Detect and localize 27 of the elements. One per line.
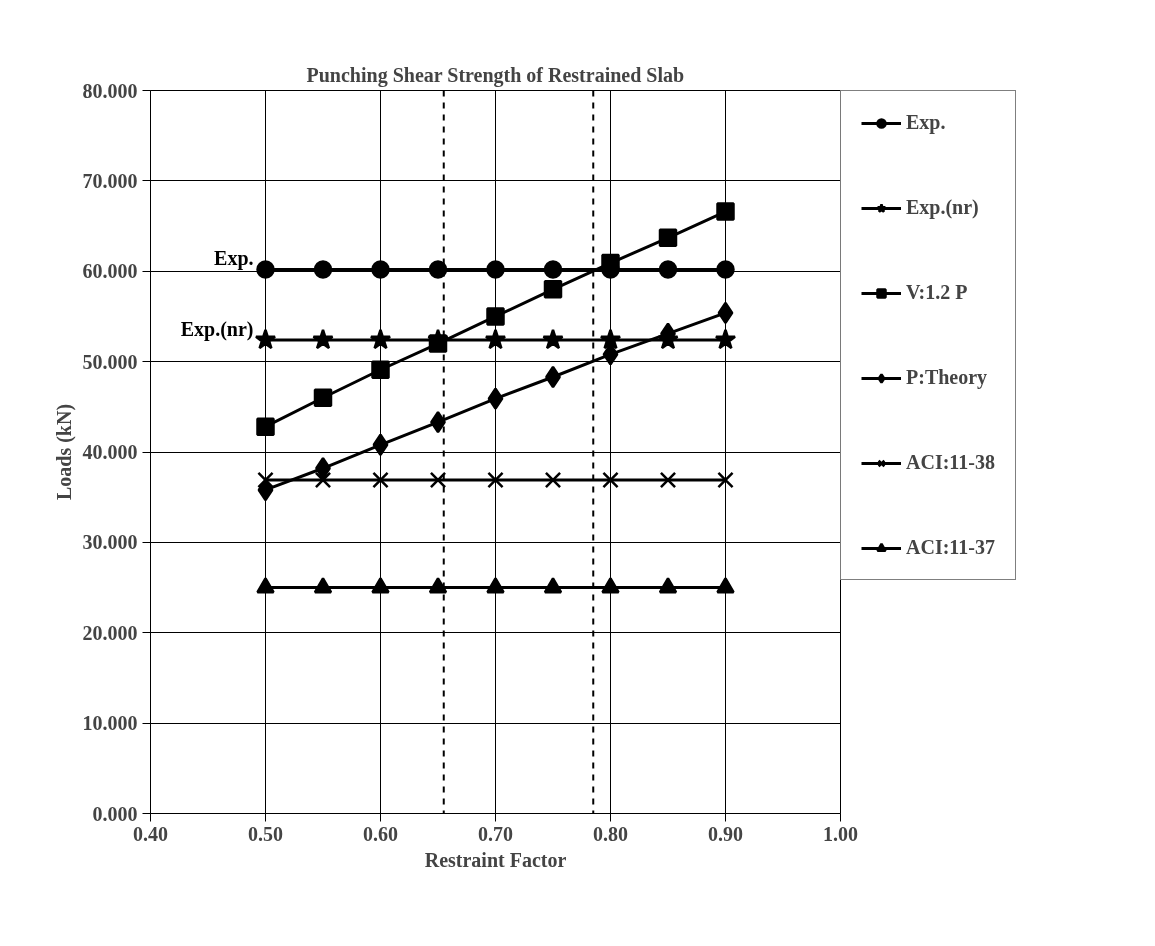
- y-tick-label: 30.000: [82, 531, 138, 554]
- x-tick-label: 0.90: [708, 822, 743, 845]
- x-tick-label: 1.00: [823, 822, 858, 845]
- x-tick-label: 0.60: [363, 822, 398, 845]
- x-axis-title: Restraint Factor: [424, 848, 567, 871]
- y-tick-label: 70.000: [82, 169, 138, 192]
- y-tick-label: 40.000: [82, 441, 138, 463]
- y-tick-label: 20.000: [82, 621, 138, 644]
- y-tick-label: 60.000: [82, 260, 138, 283]
- legend-label: V:1.2 P: [906, 281, 968, 304]
- annotation: Exp.(nr): [180, 317, 254, 341]
- legend-label: ACI:11-37: [906, 536, 995, 559]
- annotation: Exp.: [214, 247, 254, 271]
- y-tick-label: 0.000: [92, 802, 138, 825]
- y-axis-title: Loads (kN): [52, 403, 76, 501]
- x-tick-label: 0.50: [248, 822, 283, 845]
- x-tick-label: 0.40: [133, 822, 168, 845]
- y-tick-label: 10.000: [82, 712, 138, 735]
- legend-label: Exp.(nr): [906, 196, 979, 219]
- legend-label: P:Theory: [906, 366, 988, 389]
- y-tick-label: 80.000: [82, 79, 138, 102]
- legend-label: Exp.: [906, 111, 946, 134]
- x-tick-label: 0.70: [478, 822, 513, 845]
- x-tick-label: 0.80: [593, 822, 628, 845]
- y-tick-label: 50.000: [82, 350, 138, 373]
- legend-label: ACI:11-38: [906, 451, 995, 474]
- chart-title: Punching Shear Strength of Restrained Slab: [306, 63, 685, 87]
